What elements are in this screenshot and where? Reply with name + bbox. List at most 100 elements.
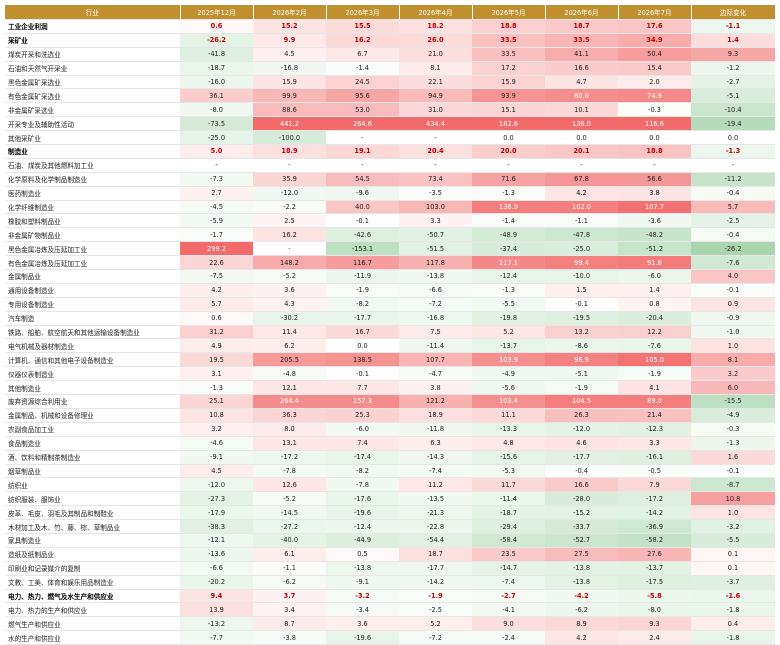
table-row: 石油、煤炭及其他燃料加工业 - - - - - - - - — [5, 158, 775, 173]
cell: -19.6 — [326, 505, 399, 521]
cell: -17.2 — [253, 450, 326, 465]
row-label: 黑色金属冶炼及压延加工业 — [5, 241, 180, 257]
cell: -6.2 — [545, 602, 618, 618]
cell: 18.8 — [618, 144, 691, 159]
cell: -3.5 — [399, 186, 472, 201]
table-row: 废弃资源综合利用业 25.1 264.4 157.3 121.2 103.4 104.5 89… — [5, 394, 775, 409]
cell: -11.4 — [399, 338, 472, 354]
cell: 1.0 — [691, 505, 775, 521]
header-cell: 2026年4月 — [399, 5, 473, 20]
cell: 103.0 — [399, 200, 472, 215]
cell: -10.4 — [691, 102, 775, 118]
cell: -29.4 — [472, 519, 545, 534]
cell: 0.1 — [691, 561, 775, 576]
row-label: 水的生产和供应业 — [5, 630, 180, 645]
cell: -5.5 — [472, 297, 545, 312]
cell: -6.0 — [326, 422, 399, 437]
cell: -12.0 — [180, 477, 253, 493]
cell: -11.8 — [399, 422, 472, 437]
cell: 103.4 — [472, 394, 545, 409]
cell: -8.0 — [180, 102, 253, 118]
cell: 8.0 — [253, 422, 326, 437]
cell: -17.5 — [618, 575, 691, 590]
cell: 7.7 — [326, 380, 399, 396]
cell: -0.9 — [691, 311, 775, 326]
cell: 22.6 — [180, 255, 253, 271]
cell: -13.8 — [326, 561, 399, 576]
row-label: 纺织业 — [5, 477, 180, 493]
cell: -8.7 — [691, 477, 775, 493]
cell: -1.3 — [691, 144, 775, 159]
cell: - — [545, 158, 618, 173]
cell: -1.9 — [618, 366, 691, 382]
cell: 50.4 — [618, 47, 691, 62]
cell: -37.4 — [472, 241, 545, 257]
table-row: 家具制造业 -12.1 -40.0 -44.9 -54.4 -58.4 -52.7 -58.2… — [5, 533, 775, 548]
cell: 36.3 — [253, 408, 326, 423]
cell: 6.7 — [326, 47, 399, 62]
cell: 0.0 — [472, 130, 545, 146]
cell: -13.5 — [399, 491, 472, 507]
cell: - — [253, 241, 326, 257]
table-row: 烟草制品业 4.5 -7.8 -8.2 -7.4 -5.3 -0.4 -0.5 -0.1 — [5, 464, 775, 479]
cell: -5.1 — [545, 366, 618, 382]
cell: -2.7 — [691, 75, 775, 90]
cell: -1.7 — [180, 227, 253, 243]
cell: -27.2 — [253, 519, 326, 534]
cell: 13.1 — [253, 436, 326, 451]
cell: -2.5 — [399, 602, 472, 618]
cell: 22.1 — [399, 75, 472, 90]
cell: -0.4 — [691, 227, 775, 243]
table-row: 造纸及纸制品业 -13.6 6.1 0.5 18.7 23.5 27.5 27.6 0.1 — [5, 547, 775, 562]
cell: 8.1 — [691, 352, 775, 368]
cell: 3.7 — [253, 589, 326, 604]
cell: 136.9 — [472, 200, 545, 215]
cell: -19.6 — [326, 630, 399, 645]
cell: -12.3 — [618, 422, 691, 437]
cell: -13.8 — [545, 575, 618, 590]
cell: -5.9 — [180, 213, 253, 229]
cell: 117.1 — [472, 255, 545, 271]
table-row: 制造业 5.0 18.9 19.1 20.4 20.0 20.1 18.8 -1.3 — [5, 144, 775, 159]
cell: 4.2 — [180, 283, 253, 298]
row-label: 电气机械及器材制造业 — [5, 338, 180, 354]
cell: 13.9 — [180, 602, 253, 618]
cell: -4.9 — [472, 366, 545, 382]
cell: 12.1 — [253, 380, 326, 396]
cell: -17.2 — [618, 491, 691, 507]
cell: 4.5 — [253, 47, 326, 62]
row-label: 开采专业及辅助性活动 — [5, 116, 180, 132]
cell: 20.0 — [472, 144, 545, 159]
table-row: 金属制品业 -7.5 -5.2 -11.9 -13.8 -12.4 -10.0 -6.0 4.0 — [5, 269, 775, 284]
cell: -4.2 — [545, 589, 618, 604]
cell: 121.2 — [399, 394, 472, 409]
cell: 0.6 — [180, 311, 253, 326]
cell: -14.3 — [399, 450, 472, 465]
cell: 3.8 — [399, 380, 472, 396]
row-label: 仪器仪表制造业 — [5, 366, 180, 382]
cell: 4.8 — [472, 436, 545, 451]
cell: 1.4 — [691, 33, 775, 48]
cell: -7.6 — [618, 338, 691, 354]
cell: 138.5 — [326, 352, 399, 368]
cell: 3.3 — [618, 436, 691, 451]
cell: -13.6 — [180, 547, 253, 562]
header-cell: 2026年6月 — [545, 5, 619, 20]
cell: -18.7 — [180, 61, 253, 76]
table-row: 工业企业利润 0.6 15.2 15.5 18.2 18.8 18.7 17.6 -1.1 — [5, 19, 775, 34]
row-label: 汽车制造 — [5, 311, 180, 326]
table-row: 采矿业 -26.2 9.9 16.2 26.0 33.5 33.5 34.9 1.4 — [5, 33, 775, 48]
cell: 7.9 — [618, 477, 691, 493]
cell: -12.0 — [253, 186, 326, 201]
cell: -5.2 — [253, 491, 326, 507]
cell: -47.8 — [545, 227, 618, 243]
table-row: 其他制造业 -1.3 12.1 7.7 3.8 -5.6 -1.9 4.1 6.0 — [5, 380, 775, 396]
cell: 16.2 — [326, 33, 399, 48]
cell: 136.0 — [545, 116, 618, 132]
cell: 105.0 — [618, 352, 691, 368]
cell: 40.0 — [326, 200, 399, 215]
cell: -1.3 — [180, 380, 253, 396]
row-label: 酒、饮料和精制茶制造业 — [5, 450, 180, 465]
cell: 33.5 — [472, 47, 545, 62]
cell: 0.6 — [180, 19, 253, 34]
